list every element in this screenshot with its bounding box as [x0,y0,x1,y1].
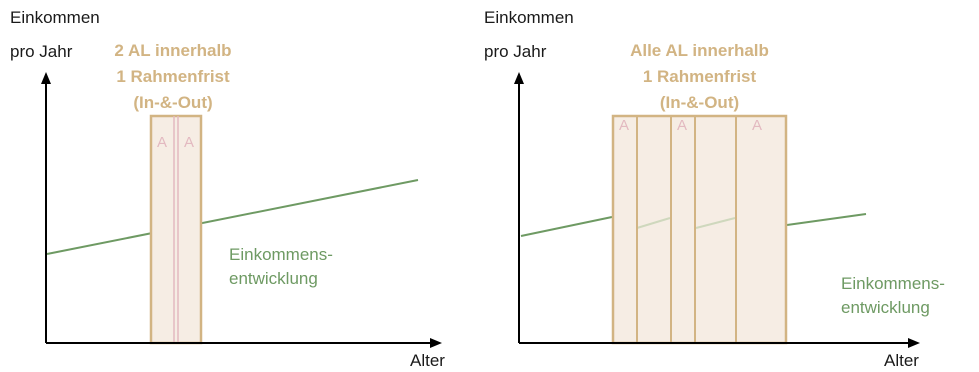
left-income-line [46,179,419,255]
right-curve-label-line1: Einkommens- [841,274,945,293]
right-marker-a: A [619,117,630,134]
right-title: Alle AL innerhalb 1 Rahmenfrist (In-&-Ou… [589,38,810,116]
left-title-line3: (In-&-Out) [133,93,213,112]
left-curve-label: Einkommens- entwicklung [229,243,333,291]
left-title-line1: 2 AL innerhalb [114,41,232,60]
right-title-line3: (In-&-Out) [659,93,740,112]
left-marker-a: A [157,134,168,151]
right-income-line-segment [520,216,613,237]
left-curve-label-line1: Einkommens- [229,245,333,264]
left-marker-a: A [184,134,195,151]
left-x-axis-label: Alter [410,351,445,370]
left-diagram [41,72,442,348]
left-y-axis-label-line1: Einkommen [10,8,100,27]
right-marker-a: A [752,117,763,134]
right-x-axis-arrow [908,338,920,348]
left-x-axis-arrow [430,338,442,348]
right-title-line2: 1 Rahmenfrist [642,67,757,86]
left-title-line2: 1 Rahmenfrist [116,67,230,86]
right-marker-a: A [677,117,688,134]
right-y-axis-arrow [514,72,524,84]
right-diagram [514,72,920,348]
right-x-axis-label: Alter [884,351,919,370]
left-title: 2 AL innerhalb 1 Rahmenfrist (In-&-Out) [82,38,264,116]
right-curve-label: Einkommens- entwicklung [841,272,945,320]
right-employment-segment [636,217,671,229]
right-curve-label-line2: entwicklung [841,298,930,317]
right-y-axis-label-line1: Einkommen [484,8,574,27]
right-title-line1: Alle AL innerhalb [630,41,769,60]
left-y-axis-arrow [41,72,51,84]
right-employment-segment [695,217,736,229]
right-y-axis-label-line2: pro Jahr [484,42,547,61]
right-unemployment-period [611,114,788,345]
right-income-line-segment [786,213,867,226]
left-y-axis-label-line2: pro Jahr [10,42,73,61]
left-curve-label-line2: entwicklung [229,269,318,288]
